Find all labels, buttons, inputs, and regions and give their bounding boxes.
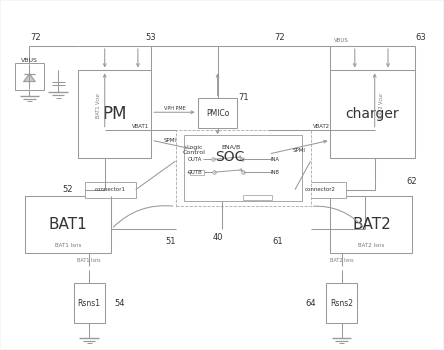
Text: connector1: connector1 xyxy=(95,187,126,192)
Bar xyxy=(330,196,412,253)
Text: 40: 40 xyxy=(212,233,223,242)
Text: SPMI: SPMI xyxy=(293,148,306,153)
Text: 61: 61 xyxy=(272,237,283,246)
Text: BAT1: BAT1 xyxy=(49,217,87,232)
Bar xyxy=(295,182,346,198)
Text: BAT2 Isns: BAT2 Isns xyxy=(358,243,385,248)
Text: VBUS: VBUS xyxy=(334,38,349,43)
Text: 64: 64 xyxy=(305,300,316,308)
Text: SOC: SOC xyxy=(215,150,245,164)
Text: OUTA: OUTA xyxy=(187,157,202,162)
Text: INB: INB xyxy=(271,170,280,175)
Text: OUTB: OUTB xyxy=(187,170,202,175)
Text: 51: 51 xyxy=(166,237,176,246)
Bar xyxy=(15,63,44,90)
Text: INA: INA xyxy=(271,157,280,162)
Text: PMICo: PMICo xyxy=(206,108,229,118)
Text: BAT1 Isns: BAT1 Isns xyxy=(77,258,101,263)
Text: Control: Control xyxy=(183,150,206,155)
Bar xyxy=(191,138,269,175)
Bar xyxy=(243,195,272,200)
Text: 63: 63 xyxy=(416,34,427,42)
Text: 53: 53 xyxy=(146,34,156,42)
Bar xyxy=(330,70,415,158)
Text: 71: 71 xyxy=(238,93,249,102)
Text: BAT1 Vcur: BAT1 Vcur xyxy=(95,93,101,118)
Text: VPH PME: VPH PME xyxy=(164,106,186,111)
Bar xyxy=(326,283,357,323)
Polygon shape xyxy=(24,74,35,82)
Text: Logic: Logic xyxy=(186,145,203,149)
Bar xyxy=(190,170,204,175)
Bar xyxy=(25,196,111,253)
Text: ENA/B: ENA/B xyxy=(221,145,241,149)
Text: VBUS: VBUS xyxy=(21,58,38,63)
Text: Rsns2: Rsns2 xyxy=(330,299,353,308)
Text: charger: charger xyxy=(346,107,399,121)
Text: BAT2 Isns: BAT2 Isns xyxy=(330,258,353,263)
Bar xyxy=(78,70,151,158)
Text: BAT2: BAT2 xyxy=(352,217,391,232)
Bar xyxy=(74,283,105,323)
Bar xyxy=(85,182,136,198)
Text: Rsns1: Rsns1 xyxy=(78,299,101,308)
Text: PM: PM xyxy=(103,105,127,123)
Text: SPMI: SPMI xyxy=(163,138,176,143)
Text: 72: 72 xyxy=(274,34,285,42)
Text: BAT1 Isns: BAT1 Isns xyxy=(55,243,81,248)
Text: 72: 72 xyxy=(31,34,41,42)
Text: VBAT1: VBAT1 xyxy=(131,124,149,130)
Text: 52: 52 xyxy=(63,185,73,194)
Text: BAT2 Vcur: BAT2 Vcur xyxy=(379,93,384,118)
Bar xyxy=(198,98,238,128)
Text: connector2: connector2 xyxy=(305,187,336,192)
Text: 62: 62 xyxy=(406,177,417,187)
Text: VBAT2: VBAT2 xyxy=(313,124,330,130)
Bar xyxy=(184,135,301,201)
Text: 54: 54 xyxy=(114,300,125,308)
Bar xyxy=(175,130,310,206)
